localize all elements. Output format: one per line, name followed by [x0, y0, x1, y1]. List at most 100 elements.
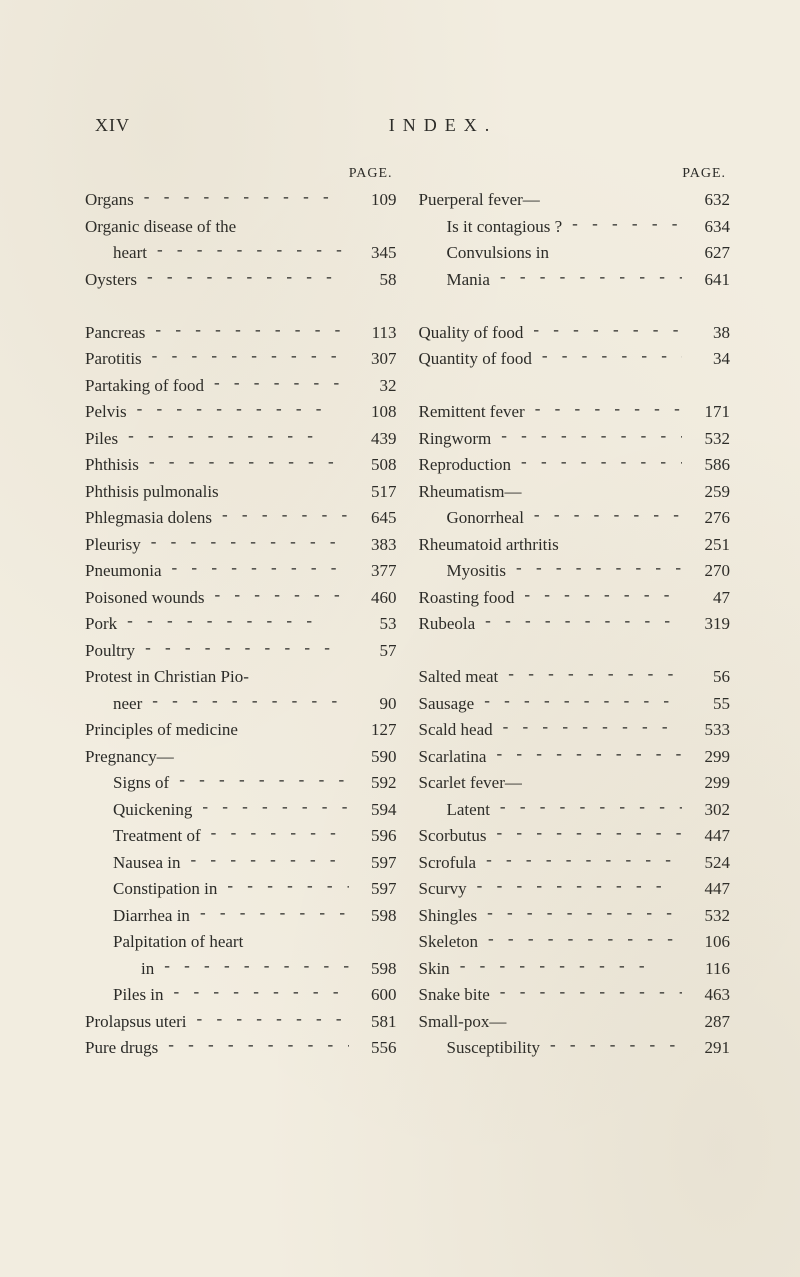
- entry-leader: [181, 851, 349, 868]
- entry-page: 532: [682, 907, 730, 924]
- entry-page: 55: [682, 695, 730, 712]
- entry-page: 641: [682, 271, 730, 288]
- entry-page: 56: [682, 668, 730, 685]
- entry-page: 632: [682, 191, 730, 208]
- entry-leader: [478, 930, 682, 947]
- entry-page: 109: [349, 191, 397, 208]
- entry-leader: [154, 957, 348, 974]
- entry-page: 113: [349, 324, 397, 341]
- entry-page: 508: [349, 456, 397, 473]
- entry-leader: [174, 745, 349, 762]
- page: XIV INDEX. PAGE. Organs109Organic diseas…: [0, 0, 800, 1277]
- entry-label: Pleurisy: [85, 536, 141, 553]
- entry-leader: [522, 771, 682, 788]
- entry-leader: [219, 480, 349, 497]
- entry-leader: [467, 877, 682, 894]
- index-entry: Pelvis108: [85, 400, 397, 420]
- column-left-entries: Organs109Organic disease of theheart345O…: [85, 188, 397, 1063]
- index-entry: Parotitis307: [85, 347, 397, 367]
- entry-label: Quality of food: [419, 324, 524, 341]
- entry-leader: [474, 692, 682, 709]
- entry-page: 307: [349, 350, 397, 367]
- index-entry: Treatment of596: [85, 824, 397, 844]
- entry-leader: [450, 957, 682, 974]
- page-label-left: PAGE.: [85, 166, 397, 184]
- index-entry: Constipation in 597: [85, 877, 397, 897]
- entry-label: Convulsions in: [419, 244, 550, 261]
- entry-leader: [236, 215, 348, 232]
- entry-label: Pregnancy—: [85, 748, 174, 765]
- index-entry: Skeleton106: [419, 930, 731, 950]
- entry-leader: [490, 268, 682, 285]
- entry-leader: [540, 188, 682, 205]
- entry-label: Scrofula: [419, 854, 477, 871]
- entry-leader: [249, 665, 349, 682]
- entry-leader: [147, 241, 349, 258]
- index-entry: Partaking of food32: [85, 374, 397, 394]
- index-entry: Snake bite463: [419, 983, 731, 1003]
- entry-label: Rheumatism—: [419, 483, 522, 500]
- index-entry: Protest in Christian Pio-: [85, 665, 397, 685]
- entry-label: Gonorrheal: [419, 509, 524, 526]
- entry-page: 594: [349, 801, 397, 818]
- entry-label: Puerperal fever—: [419, 191, 540, 208]
- index-entry: Reproduction586: [419, 453, 731, 473]
- entry-leader: [142, 692, 348, 709]
- entry-label: Pure drugs: [85, 1039, 158, 1056]
- index-entry: Phthisis pulmonalis517: [85, 480, 397, 500]
- entry-page: 463: [682, 986, 730, 1003]
- entry-page: 319: [682, 615, 730, 632]
- header-row: XIV INDEX.: [85, 115, 730, 136]
- index-entry: Diarrhea in598: [85, 904, 397, 924]
- column-right: PAGE. Puerperal fever—632Is it contagiou…: [419, 166, 731, 1063]
- entry-page: 127: [349, 721, 397, 738]
- entry-leader: [511, 453, 682, 470]
- index-entry: Mania641: [419, 268, 731, 288]
- entry-leader: [562, 215, 682, 232]
- entry-leader: [135, 639, 348, 656]
- entry-page: 58: [349, 271, 397, 288]
- entry-page: 627: [682, 244, 730, 261]
- entry-page: 517: [349, 483, 397, 500]
- entry-page: 299: [682, 774, 730, 791]
- entry-label: Shingles: [419, 907, 478, 924]
- entry-page: 57: [349, 642, 397, 659]
- entry-page: 597: [349, 880, 397, 897]
- entry-leader: [475, 612, 682, 629]
- entry-page: 460: [349, 589, 397, 606]
- entry-label: Oysters: [85, 271, 137, 288]
- index-entry: Phthisis508: [85, 453, 397, 473]
- entry-leader: [142, 347, 349, 364]
- entry-page: 106: [682, 933, 730, 950]
- index-entry: Nausea in597: [85, 851, 397, 871]
- entry-label: Organic disease of the: [85, 218, 236, 235]
- entry-page: 590: [349, 748, 397, 765]
- index-entry: Scarlet fever— 299: [419, 771, 731, 791]
- index-entry: Sausage55: [419, 692, 731, 712]
- entry-label: Pork: [85, 615, 117, 632]
- entry-page: 47: [682, 589, 730, 606]
- entry-page: 38: [682, 324, 730, 341]
- entry-page: 299: [682, 748, 730, 765]
- entry-leader: [506, 559, 682, 576]
- entry-leader: [192, 798, 348, 815]
- entry-leader: [118, 427, 348, 444]
- entry-leader: [521, 480, 682, 497]
- entry-leader: [217, 877, 348, 894]
- entry-label: Skin: [419, 960, 450, 977]
- entry-label: Protest in Christian Pio-: [85, 668, 249, 685]
- entry-leader: [238, 718, 349, 735]
- entry-leader: [493, 718, 682, 735]
- entry-label: Pneumonia: [85, 562, 162, 579]
- index-entry: Ringworm532: [419, 427, 731, 447]
- index-entry: Phlegmasia dolens645: [85, 506, 397, 526]
- index-entry: Principles of medicine127: [85, 718, 397, 738]
- entry-label: Small-pox—: [419, 1013, 507, 1030]
- entry-leader: [487, 824, 683, 841]
- entry-label: Scarlet fever—: [419, 774, 522, 791]
- entry-label: Partaking of food: [85, 377, 204, 394]
- entry-label: Remittent fever: [419, 403, 525, 420]
- entry-label: Constipation in: [85, 880, 217, 897]
- page-roman: XIV: [95, 115, 130, 136]
- index-entry: Quickening594: [85, 798, 397, 818]
